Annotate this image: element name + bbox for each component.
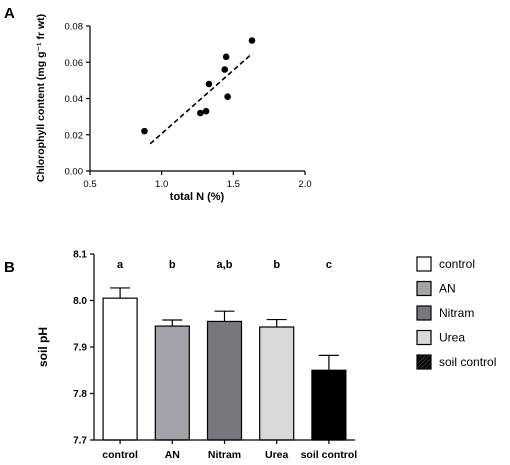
scatter-y-tick-label: 0.06 — [65, 58, 84, 69]
bar-significance-labels: a b a,b b c — [117, 259, 332, 271]
bar-y-ticks: 7.7 7.8 7.9 8.0 8.1 — [73, 250, 94, 447]
bar-error-bars — [110, 287, 339, 371]
scatter-point — [248, 37, 256, 44]
legend-swatch — [416, 329, 432, 346]
legend-label: soil control — [439, 355, 496, 369]
scatter-x-tick-label: 0.5 — [83, 179, 96, 190]
scatter-points — [141, 37, 256, 135]
scatter-y-tick-label: 0.04 — [65, 94, 84, 105]
bar — [311, 369, 347, 441]
scatter-point — [222, 53, 230, 61]
legend-label: AN — [439, 282, 456, 296]
bar-category-label: Nitram — [208, 449, 241, 461]
scatter-panel: A 0.00 0.02 0.04 0.06 0.08 0.5 1.0 1.5 2.0 tota… — [4, 5, 312, 203]
legend-swatch — [416, 354, 432, 370]
scatter-y-tick-label: 0.08 — [65, 22, 84, 33]
bar-series — [102, 297, 347, 441]
legend-swatch — [416, 305, 432, 321]
scatter-x-tick-label: 1.0 — [155, 179, 168, 190]
scatter-x-tick-label: 1.5 — [227, 179, 240, 190]
bar-category-label: AN — [165, 449, 180, 461]
bar-y-tick-label: 7.7 — [73, 436, 87, 447]
bar — [102, 297, 138, 441]
bar-category-label: soil control — [301, 449, 358, 461]
significance-label: c — [326, 259, 332, 271]
significance-label: a,b — [217, 259, 233, 271]
bar — [206, 320, 243, 441]
scatter-point — [202, 107, 210, 115]
scatter-y-tick-label: 0.00 — [65, 167, 84, 178]
scatter-point — [224, 93, 231, 100]
significance-label: a — [117, 259, 124, 271]
legend-label: control — [439, 257, 475, 271]
bar-y-tick-label: 7.8 — [73, 389, 87, 400]
legend-label: Urea — [439, 331, 465, 345]
significance-label: b — [169, 259, 176, 271]
panel-label-a: A — [4, 5, 15, 22]
scatter-y-tick-label: 0.02 — [65, 130, 84, 141]
significance-label: b — [273, 259, 280, 271]
bar-y-tick-label: 7.9 — [73, 343, 87, 354]
legend-swatch — [416, 280, 432, 297]
legend-swatch — [416, 256, 432, 272]
bar-panel: B 7.7 7.8 7.9 8.0 8.1 a b a,b b c control AN Nitra… — [4, 250, 496, 462]
scatter-point — [141, 127, 148, 135]
bar-y-tick-label: 8.0 — [73, 296, 87, 307]
scatter-y-label: Chlorophyll content (mg g⁻¹ fr wt) — [35, 14, 47, 182]
bar — [259, 326, 295, 441]
bar-legend: control AN Nitram Urea soil control — [416, 256, 496, 370]
bar-category-label: Urea — [265, 449, 289, 461]
bar-y-label: soil pH — [36, 327, 50, 367]
bar-y-tick-label: 8.1 — [73, 250, 87, 261]
scatter-x-tick-label: 2.0 — [298, 179, 311, 190]
scatter-trendline — [149, 54, 252, 145]
panel-label-b: B — [4, 259, 15, 276]
scatter-x-label: total N (%) — [170, 191, 225, 203]
bar-category-labels: control AN Nitram Urea soil control — [102, 440, 357, 461]
scatter-point — [205, 80, 213, 88]
bar — [154, 325, 190, 441]
scatter-x-ticks: 0.5 1.0 1.5 2.0 — [83, 171, 312, 190]
legend-label: Nitram — [439, 306, 474, 320]
bar-category-label: control — [102, 449, 138, 461]
scatter-y-ticks: 0.00 0.02 0.04 0.06 0.08 — [65, 22, 90, 178]
scatter-point — [197, 109, 204, 117]
scatter-point — [221, 66, 229, 73]
